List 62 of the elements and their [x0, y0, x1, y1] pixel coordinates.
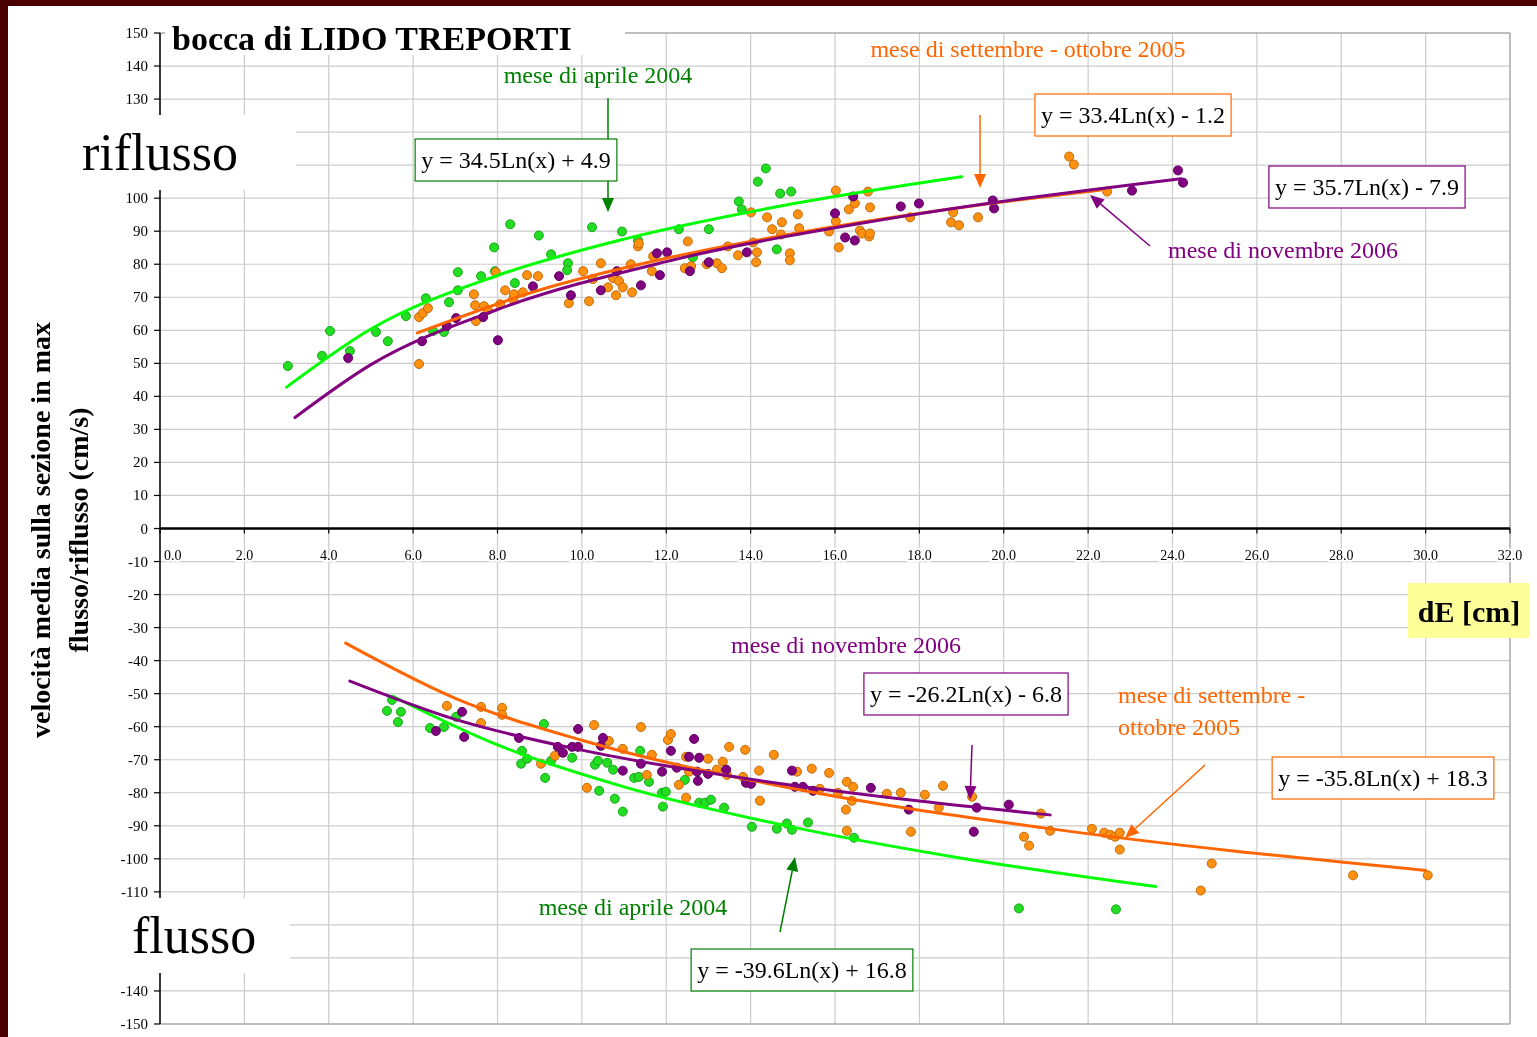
annotation: y = 33.4Ln(x) - 1.2 [1040, 102, 1226, 129]
y-tick-label: 140 [125, 58, 148, 75]
x-tick-label: 2.0 [235, 547, 254, 563]
annotation: mese di aprile 2004 [503, 62, 693, 88]
x-tick-label: 28.0 [1329, 547, 1354, 563]
x-tick-label: 4.0 [320, 547, 338, 563]
chart-title: bocca di LIDO TREPORTI [172, 20, 572, 57]
annotation: y = 35.7Ln(x) - 7.9 [1274, 174, 1460, 201]
x-tick-label: 6.0 [404, 547, 422, 563]
annotation: riflusso [82, 124, 238, 181]
y-tick-label: 130 [125, 91, 148, 108]
annotation: y = -39.6Ln(x) + 16.8 [697, 957, 907, 984]
x-axis-title: dE [cm] [1417, 595, 1521, 628]
y-axis-title: velocità media sulla sezione in max flusso/riflusso (cm/s) [25, 321, 94, 739]
annotation: mese di settembre - ottobre 2005 [870, 36, 1186, 62]
x-tick-label: 22.0 [1075, 547, 1101, 563]
annotation: mese di settembre - ottobre 2005 [1118, 682, 1306, 741]
x-tick-label: 12.0 [654, 547, 679, 563]
y-tick-label: -60 [128, 718, 148, 735]
y-tick-label: 40 [133, 388, 148, 405]
x-tick-label: 10.0 [569, 547, 595, 563]
y-tick-label: -80 [128, 784, 148, 801]
x-tick-label: 32.0 [1497, 547, 1523, 563]
annotation: flusso [132, 907, 257, 964]
y-tick-label: 100 [125, 190, 148, 207]
x-tick-label: 26.0 [1244, 547, 1270, 563]
y-tick-label: -10 [128, 553, 148, 570]
y-tick-label: 60 [133, 322, 148, 339]
y-tick-label: 30 [133, 421, 148, 438]
y-tick-label: -40 [128, 652, 148, 669]
x-tick-label: 18.0 [907, 547, 932, 563]
x-tick-label: 24.0 [1160, 547, 1185, 563]
annotation: y = 34.5Ln(x) + 4.9 [421, 147, 611, 174]
y-tick-label: 20 [133, 454, 148, 471]
y-tick-label: 80 [133, 256, 148, 273]
y-tick-label: -110 [121, 883, 148, 900]
y-tick-label: 90 [133, 223, 148, 240]
y-tick-label: 10 [133, 487, 148, 504]
y-tick-label: -100 [120, 850, 148, 867]
y-tick-label: 50 [133, 355, 148, 372]
y-tick-label: -30 [128, 619, 148, 636]
x-tick-label: 14.0 [738, 547, 763, 563]
y-tick-label: -90 [128, 817, 148, 834]
annotation: y = -26.2Ln(x) - 6.8 [869, 681, 1063, 708]
y-tick-label: -50 [128, 685, 148, 702]
y-tick-label: 150 [125, 25, 148, 41]
x-tick-label: 30.0 [1413, 547, 1438, 563]
annotation: mese di aprile 2004 [538, 894, 728, 920]
y-tick-label: -20 [128, 586, 148, 603]
annotation: mese di novembre 2006 [731, 632, 961, 658]
annotation: y = -35.8Ln(x) + 18.3 [1278, 765, 1488, 792]
x-tick-label: 16.0 [822, 547, 848, 563]
annotation: mese di novembre 2006 [1168, 237, 1398, 263]
y-tick-label: -150 [120, 1016, 148, 1032]
x-tick-label: 0.0 [164, 547, 182, 563]
y-tick-label: 0 [140, 520, 148, 537]
x-tick-label: 8.0 [488, 547, 507, 563]
y-tick-label: -140 [120, 982, 148, 999]
y-tick-label: 70 [133, 289, 148, 306]
line-series [285, 175, 964, 389]
y-tick-label: -70 [128, 751, 148, 768]
x-tick-label: 20.0 [991, 547, 1016, 563]
